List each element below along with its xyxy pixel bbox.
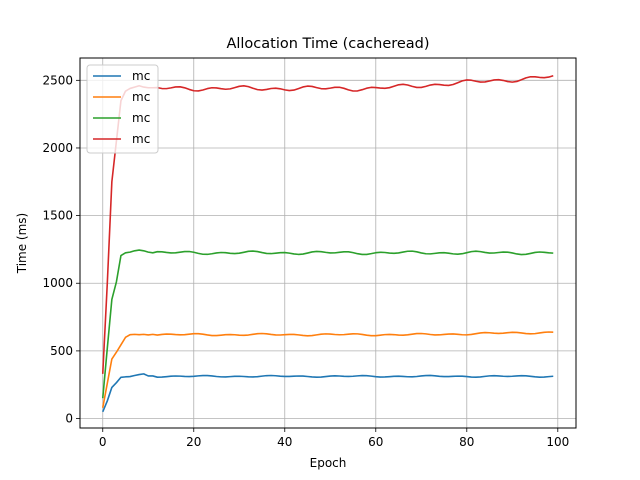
legend-label-1: mc <box>132 69 150 83</box>
series-lines <box>101 74 554 413</box>
x-tick-label: 60 <box>368 435 383 449</box>
legend-label-2: mc <box>132 90 150 104</box>
series-line-2 <box>101 331 554 408</box>
chart-title: Allocation Time (cacheread) <box>226 36 429 52</box>
gridlines <box>80 58 576 428</box>
y-tick-label: 0 <box>65 412 73 426</box>
legend-label-3: mc <box>132 111 150 125</box>
x-tick-label: 100 <box>546 435 569 449</box>
series-line-4 <box>101 74 554 374</box>
y-tick-label: 2000 <box>42 141 73 155</box>
x-tick-label: 40 <box>277 435 292 449</box>
y-tick-label: 1000 <box>42 276 73 290</box>
x-axis-ticks: 0 20 40 60 80 100 <box>99 428 569 449</box>
plot-frame <box>79 57 577 429</box>
y-tick-label: 2500 <box>42 73 73 87</box>
y-tick-label: 1500 <box>42 209 73 223</box>
x-tick-label: 80 <box>459 435 474 449</box>
series-line-3 <box>101 249 554 399</box>
y-tick-label: 500 <box>50 344 73 358</box>
y-axis-label: Time (ms) <box>15 213 29 275</box>
legend-frame <box>86 64 159 154</box>
y-axis-ticks: 0 500 1000 1500 2000 2500 <box>42 73 80 426</box>
x-axis-label: Epoch <box>310 456 347 470</box>
legend: mc mc mc mc <box>86 64 159 154</box>
x-tick-label: 20 <box>186 435 201 449</box>
x-tick-label: 0 <box>99 435 107 449</box>
series-line-1 <box>102 373 554 413</box>
legend-label-4: mc <box>132 132 150 146</box>
